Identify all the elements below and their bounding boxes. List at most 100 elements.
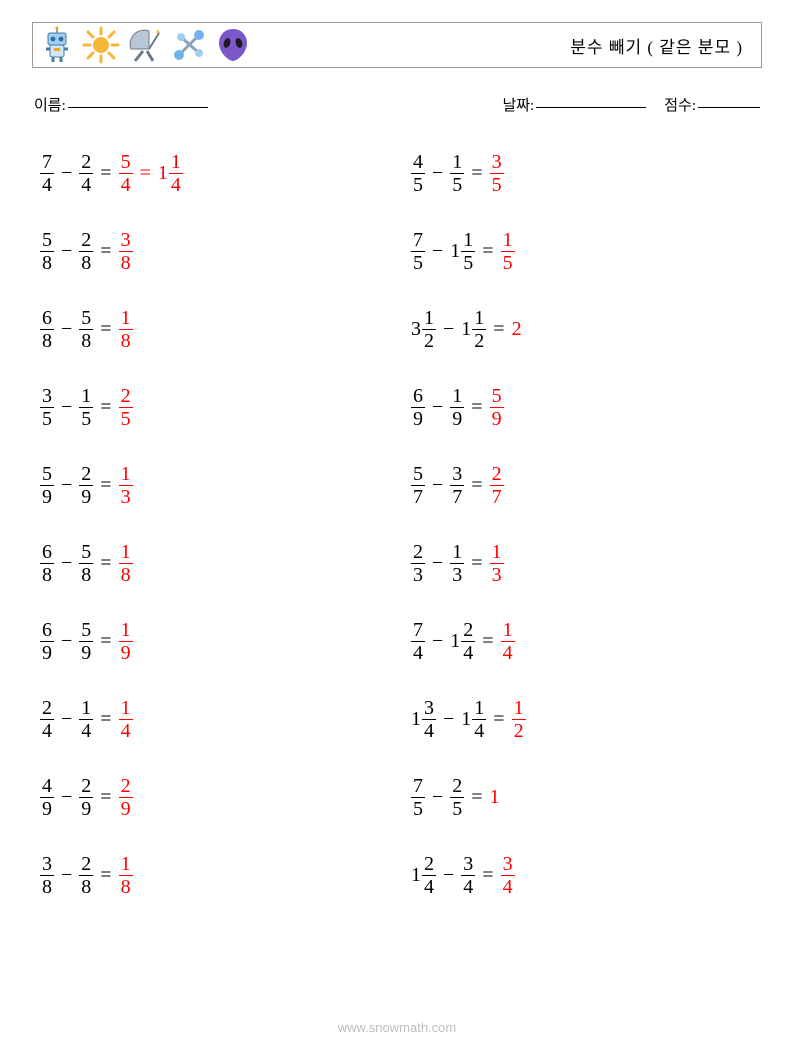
equals-sign: = <box>464 552 489 575</box>
whole-number: 1 <box>158 163 169 183</box>
fraction: 23 <box>411 542 425 585</box>
fraction: 19 <box>450 386 464 429</box>
fraction: 13 <box>119 464 133 507</box>
fraction: 24 <box>40 698 54 741</box>
alien-icon <box>213 25 253 65</box>
date-label: 날짜: <box>502 94 534 115</box>
fraction: 15 <box>461 230 475 273</box>
problem: 74−24=54=114 <box>40 151 397 195</box>
problem: 58−28=38 <box>40 229 397 273</box>
answer: 54 <box>119 152 133 195</box>
info-row: 이름: 날짜: 점수: <box>32 94 762 115</box>
fraction: 38 <box>119 230 133 273</box>
problems-area: 74−24=54=11458−28=3868−58=1835−15=2559−2… <box>32 151 762 897</box>
fraction: 13 <box>450 542 464 585</box>
minus-sign: − <box>425 630 450 653</box>
answer: 12 <box>512 698 526 741</box>
answer: 15 <box>501 230 515 273</box>
problem: 312−112=2 <box>411 307 762 351</box>
fraction: 75 <box>411 776 425 819</box>
whole-number: 1 <box>411 865 422 885</box>
header-box: 분수 빼기 ( 같은 분모 ) <box>32 22 762 68</box>
problem: 68−58=18 <box>40 307 397 351</box>
minus-sign: − <box>54 162 79 185</box>
minus-sign: − <box>54 396 79 419</box>
fraction: 58 <box>40 230 54 273</box>
minus-sign: − <box>425 396 450 419</box>
problem: 38−28=18 <box>40 853 397 897</box>
minus-sign: − <box>425 786 450 809</box>
sun-icon <box>81 25 121 65</box>
problem: 49−29=29 <box>40 775 397 819</box>
fraction: 34 <box>501 854 515 897</box>
equals-sign: = <box>93 162 118 185</box>
fraction: 24 <box>461 620 475 663</box>
fraction: 14 <box>169 152 183 195</box>
minus-sign: − <box>425 162 450 185</box>
fraction: 58 <box>79 542 93 585</box>
fraction: 68 <box>40 308 54 351</box>
problem: 69−19=59 <box>411 385 762 429</box>
minus-sign: − <box>54 318 79 341</box>
fraction: 14 <box>79 698 93 741</box>
whole-number: 1 <box>450 631 461 651</box>
problem: 23−13=13 <box>411 541 762 585</box>
equals-sign: = <box>93 864 118 887</box>
minus-sign: − <box>436 708 461 731</box>
equals-sign: = <box>464 474 489 497</box>
fraction: 15 <box>501 230 515 273</box>
fraction: 54 <box>119 152 133 195</box>
answer-simplified: 114 <box>158 152 183 195</box>
equals-sign: = <box>93 396 118 419</box>
whole-number: 1 <box>461 709 472 729</box>
equals-sign: = <box>475 630 500 653</box>
equals-sign: = <box>486 708 511 731</box>
minus-sign: − <box>425 240 450 263</box>
header-icons <box>37 25 253 65</box>
score-blank[interactable] <box>698 107 760 108</box>
name-blank[interactable] <box>68 107 208 108</box>
answer: 14 <box>501 620 515 663</box>
problem: 134−114=12 <box>411 697 762 741</box>
answer: 13 <box>490 542 504 585</box>
fraction: 18 <box>119 542 133 585</box>
fraction: 34 <box>461 854 475 897</box>
minus-sign: − <box>54 474 79 497</box>
equals-sign: = <box>486 318 511 341</box>
equals-sign: = <box>93 786 118 809</box>
fraction: 75 <box>411 230 425 273</box>
equals-sign: = <box>464 396 489 419</box>
fraction: 58 <box>79 308 93 351</box>
whole-number: 1 <box>450 241 461 261</box>
answer: 27 <box>490 464 504 507</box>
minus-sign: − <box>54 552 79 575</box>
problem: 57−37=27 <box>411 463 762 507</box>
problem: 45−15=35 <box>411 151 762 195</box>
fraction: 27 <box>490 464 504 507</box>
fraction: 69 <box>40 620 54 663</box>
fraction: 34 <box>422 698 436 741</box>
satellite-icon <box>125 25 165 65</box>
answer: 18 <box>119 542 133 585</box>
fraction: 15 <box>450 152 464 195</box>
problem: 59−29=13 <box>40 463 397 507</box>
footer-watermark: www.snowmath.com <box>0 1020 794 1035</box>
answer: 14 <box>119 698 133 741</box>
answer: 25 <box>119 386 133 429</box>
answer: 18 <box>119 854 133 897</box>
minus-sign: − <box>436 318 461 341</box>
answer: 2 <box>512 319 523 339</box>
problems-column-right: 45−15=3575−115=15312−112=269−19=5957−37=… <box>397 151 762 897</box>
problem: 75−115=15 <box>411 229 762 273</box>
fraction: 35 <box>490 152 504 195</box>
equals-sign: = <box>93 630 118 653</box>
page-title: 분수 빼기 ( 같은 분모 ) <box>570 33 743 58</box>
fraction: 12 <box>422 308 436 351</box>
fraction: 12 <box>472 308 486 351</box>
answer: 34 <box>501 854 515 897</box>
date-blank[interactable] <box>536 107 646 108</box>
fraction: 74 <box>40 152 54 195</box>
answer: 38 <box>119 230 133 273</box>
equals-sign: = <box>475 864 500 887</box>
whole-number: 2 <box>512 319 523 339</box>
